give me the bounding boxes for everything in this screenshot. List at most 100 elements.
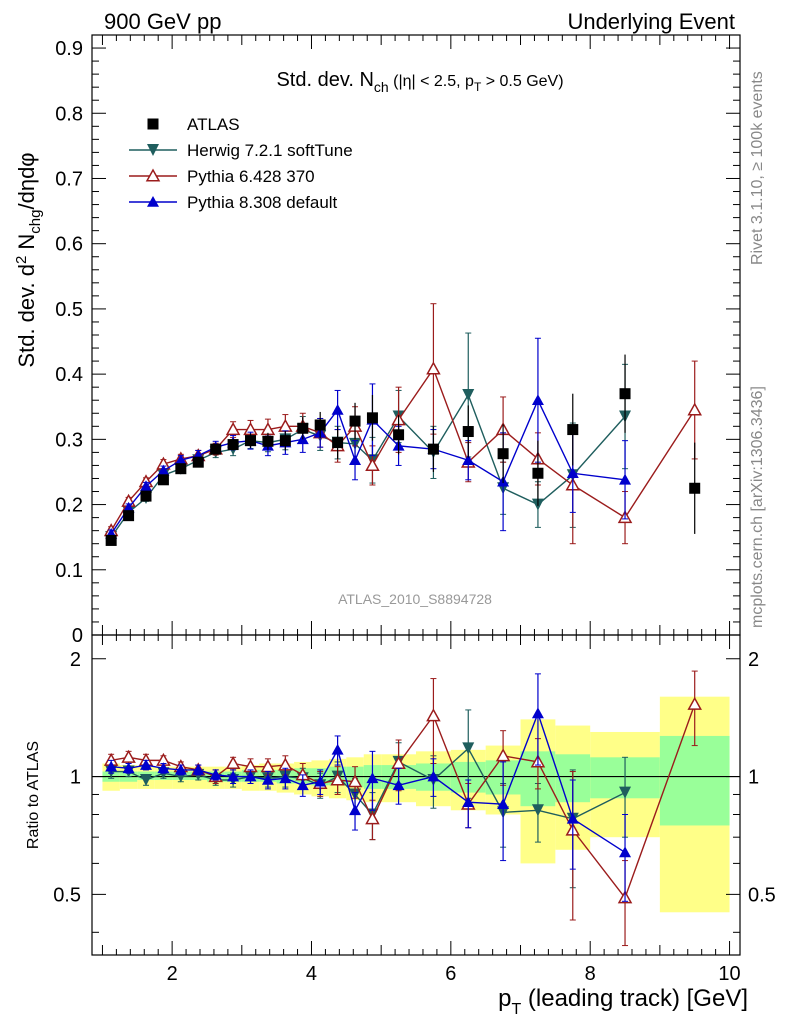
y-tick-label: 0.1	[55, 560, 83, 582]
marker-triangle-up	[349, 804, 362, 816]
legend-label: ATLAS	[187, 115, 240, 134]
legend-label: Pythia 8.308 default	[187, 193, 338, 212]
ylabel-sub: chg	[27, 210, 44, 234]
marker-square	[147, 118, 159, 130]
marker-square	[262, 435, 274, 447]
marker-triangle-up-open	[330, 772, 345, 786]
marker-triangle-up	[244, 770, 257, 782]
y-tick-label: 0.2	[55, 495, 83, 517]
ratio-tick-label-right: 2	[748, 649, 759, 671]
y-tick-label: 0.9	[55, 38, 83, 60]
title-rest2: > 0.5 GeV)	[481, 73, 563, 90]
marker-square	[427, 443, 439, 455]
marker-square	[192, 456, 204, 468]
marker-triangle-up	[349, 454, 362, 466]
marker-triangle-up	[209, 768, 222, 780]
marker-triangle-up	[531, 707, 544, 719]
series-atlas	[105, 354, 701, 546]
xlabel-part-a: p	[498, 985, 511, 1012]
y-tick-label: 0.3	[55, 429, 83, 451]
marker-triangle-up	[105, 760, 118, 772]
marker-triangle-up-open	[365, 811, 380, 825]
marker-triangle-up	[619, 473, 632, 485]
marker-square	[567, 424, 579, 436]
legend: ATLAS Herwig 7.2.1 softTune Pythia 6.428 3…	[129, 115, 353, 212]
marker-triangle-up-open	[121, 749, 136, 763]
axis-ticks: 2 4 6 8 10 0.1 0.2 0.3 0.4 0.5 0.6 0.7 0.8 0.9 0 0.5 0.5…	[53, 35, 776, 985]
marker-square	[314, 419, 326, 431]
marker-square	[366, 412, 378, 424]
marker-triangle-down	[462, 742, 475, 755]
marker-square	[157, 474, 169, 486]
marker-square	[689, 482, 701, 494]
analysis-watermark: ATLAS_2010_S8894728	[338, 591, 492, 607]
marker-triangle-up	[296, 779, 309, 791]
ratio-tick-label-right: 1	[748, 767, 759, 789]
plot-title: Std. dev. Nch (|η| < 2.5, pT > 0.5 GeV)	[276, 69, 563, 95]
series-pythia-8-308-default	[105, 337, 632, 539]
marker-triangle-down	[147, 144, 159, 156]
y-tick-label-zero: 0	[72, 625, 83, 647]
marker-square	[105, 534, 117, 546]
x-axis-label: pT (leading track) [GeV]	[498, 985, 748, 1018]
marker-triangle-up	[174, 763, 187, 775]
marker-triangle-up	[462, 796, 475, 808]
marker-square	[175, 463, 187, 475]
series-herwig-7-2-1-softtune	[105, 332, 632, 544]
header-right: Underlying Event	[567, 9, 735, 34]
marker-triangle-up-open	[687, 696, 702, 710]
marker-triangle-up-open	[495, 748, 511, 762]
marker-square	[140, 490, 152, 502]
marker-triangle-up	[147, 196, 159, 207]
ratio-frame	[91, 634, 741, 956]
ylabel-part-c: /dηdφ	[14, 152, 39, 209]
ylabel-part-b: N	[14, 234, 39, 256]
marker-triangle-up	[314, 775, 327, 787]
x-tick-label: 10	[718, 963, 740, 985]
marker-square	[297, 422, 309, 434]
marker-triangle-up-open	[225, 755, 241, 770]
marker-triangle-down	[531, 804, 544, 817]
title-sub-ch: ch	[374, 79, 389, 95]
xlabel-part-b: (leading track) [GeV]	[521, 985, 748, 1012]
marker-triangle-up	[227, 770, 240, 782]
marker-triangle-up	[366, 772, 379, 784]
marker-triangle-up	[427, 770, 440, 782]
marker-square	[279, 435, 291, 447]
x-tick-label: 2	[167, 963, 178, 985]
rivet-label: Rivet 3.1.10, ≥ 100k events	[749, 71, 766, 265]
marker-triangle-up	[462, 454, 475, 466]
marker-triangle-up	[157, 464, 170, 476]
ratio-tick-label: 1	[70, 767, 81, 789]
marker-triangle-up-open	[145, 168, 161, 182]
legend-label: Pythia 6.428 370	[187, 167, 315, 186]
x-tick-label: 6	[445, 963, 456, 985]
marker-triangle-up	[531, 394, 544, 406]
marker-triangle-up-open	[426, 361, 441, 375]
green-band	[659, 735, 730, 826]
marker-triangle-up	[566, 812, 579, 824]
marker-triangle-up	[566, 467, 579, 479]
marker-triangle-up	[192, 763, 205, 775]
marker-square	[332, 437, 344, 449]
svg-text:Std. dev. d2 Nchg/dηdφ: Std. dev. d2 Nchg/dηdφ	[13, 152, 44, 367]
marker-square	[462, 426, 474, 438]
marker-triangle-up	[392, 779, 405, 791]
marker-square	[497, 448, 509, 460]
ratio-tick-label: 0.5	[53, 884, 81, 906]
y-tick-label: 0.7	[55, 168, 83, 190]
marker-triangle-up	[279, 772, 292, 784]
y-tick-label: 0.6	[55, 234, 83, 256]
main-y-label: Std. dev. d2 Nchg/dηdφ	[13, 152, 44, 367]
legend-label: Herwig 7.2.1 softTune	[187, 141, 353, 160]
y-tick-label: 0.8	[55, 103, 83, 125]
marker-triangle-up	[122, 501, 135, 513]
marker-triangle-up-open	[426, 708, 441, 722]
series-pythia-6-428-370	[103, 303, 702, 545]
marker-triangle-down	[462, 389, 475, 401]
marker-triangle-up	[497, 798, 510, 809]
x-tick-label: 4	[306, 963, 317, 985]
marker-triangle-up	[174, 454, 187, 466]
ylabel-sup: 2	[13, 256, 30, 264]
title-main: Std. dev. N	[276, 69, 373, 91]
